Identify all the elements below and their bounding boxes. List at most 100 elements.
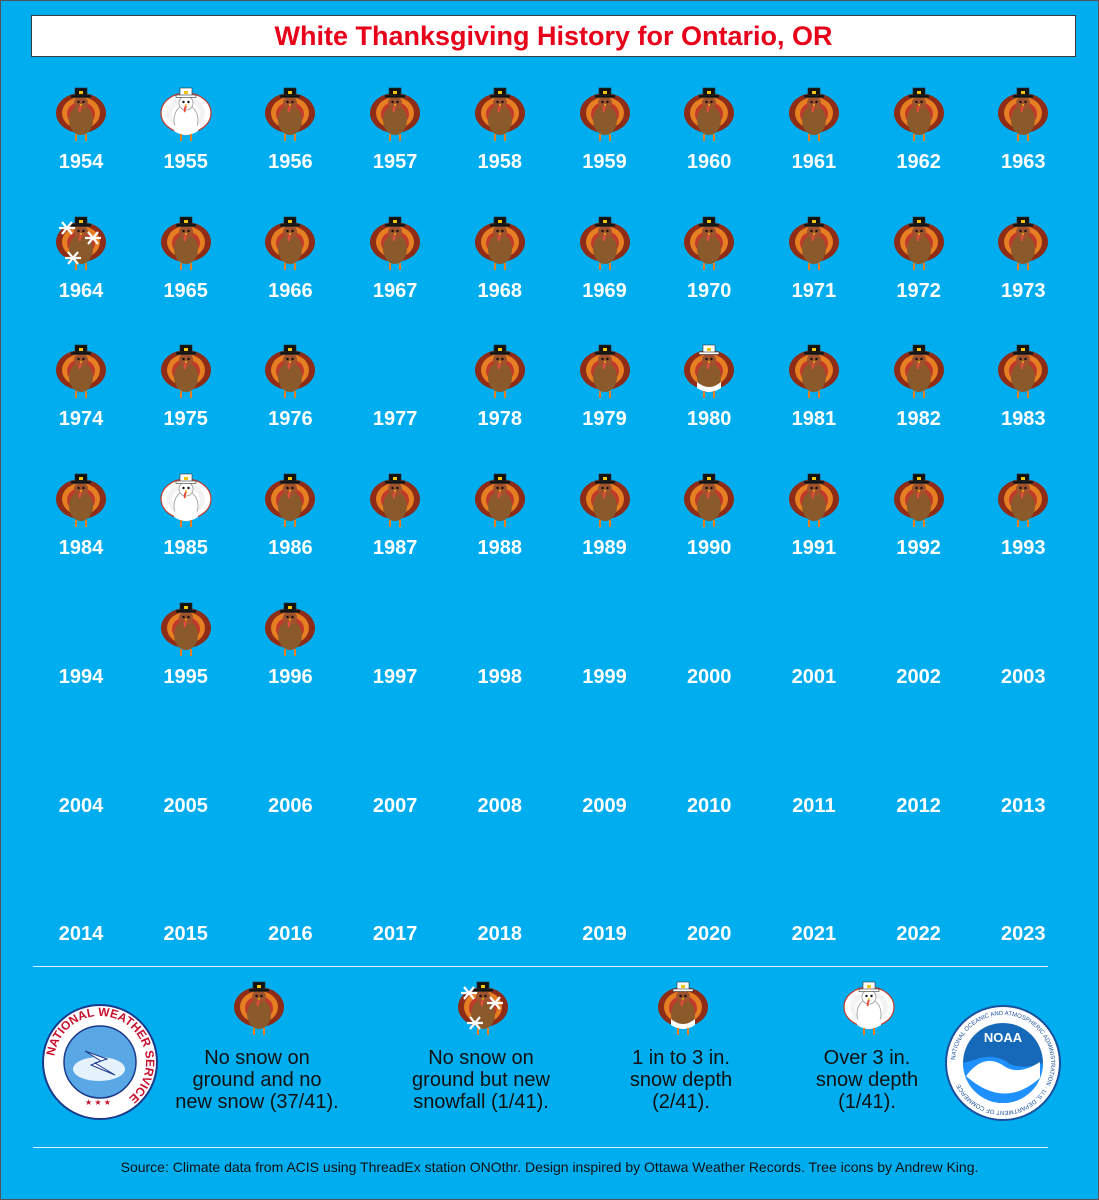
year-cell: 1963 (971, 79, 1075, 207)
legend-label-line: snow depth (815, 1069, 919, 1091)
year-label: 2009 (582, 794, 627, 817)
turkey-icon (474, 87, 525, 141)
legend-label-line: No snow on (204, 1047, 310, 1069)
year-cell: 1968 (448, 208, 552, 336)
year-cell: 2003 (971, 594, 1075, 722)
legend-item-new-snow: No snow on ground but new snowfall (1/41). (371, 979, 591, 1119)
year-cell: 1962 (867, 79, 971, 207)
turkey-icon (788, 473, 839, 528)
year-cell: 2001 (762, 594, 866, 722)
turkey-icon (160, 602, 211, 656)
year-cell: 2022 (867, 851, 971, 979)
year-label: 1991 (791, 537, 837, 560)
year-label: 2002 (896, 665, 941, 688)
year-cell: 1987 (343, 465, 447, 593)
year-label: 1979 (582, 408, 627, 431)
turkey-icon (579, 345, 630, 399)
year-label: 2014 (58, 923, 104, 946)
year-cell: 1997 (343, 594, 447, 722)
year-cell: 1995 (134, 594, 238, 722)
year-label: 1982 (896, 408, 941, 431)
legend-label-line: No snow on (428, 1047, 534, 1069)
legend-label-line: 1 in to 3 in. (632, 1047, 730, 1069)
year-cell: 2008 (448, 723, 552, 851)
year-cell: 1969 (553, 208, 657, 336)
year-cell: 1993 (971, 465, 1075, 593)
year-cell: 1982 (867, 336, 971, 464)
legend-label: No snow on ground but new snowfall (1/41). (371, 1047, 591, 1113)
turkey-icon (998, 216, 1049, 270)
legend-item-none: No snow on ground and no new snow (37/41). (147, 979, 367, 1119)
year-cell: 2014 (29, 851, 133, 979)
snow-covered-turkey-icon (160, 473, 212, 528)
legend-label-line: snowfall (1/41). (413, 1091, 549, 1113)
year-label: 1970 (686, 279, 732, 302)
year-label: 1996 (268, 665, 313, 688)
divider-top (33, 966, 1048, 967)
year-cell: 1981 (762, 336, 866, 464)
snowy-turkey-icon (684, 345, 735, 399)
snowy-turkey-icon (658, 981, 708, 1035)
turkey-icon (265, 602, 316, 656)
year-label: 1980 (686, 408, 732, 431)
year-label: 1987 (372, 537, 418, 560)
year-label: 1975 (163, 408, 208, 431)
year-cell: 1972 (867, 208, 971, 336)
year-label: 2008 (477, 794, 523, 817)
year-label: 1983 (1001, 408, 1046, 431)
year-cell: 2021 (762, 851, 866, 979)
year-cell: 1965 (134, 208, 238, 336)
year-label: 2007 (372, 794, 418, 817)
year-cell: 1960 (657, 79, 761, 207)
year-cell: 1990 (657, 465, 761, 593)
year-label: 1997 (372, 665, 418, 688)
turkey-icon (684, 216, 735, 270)
turkey-icon (160, 216, 211, 270)
year-cell: 1989 (553, 465, 657, 593)
year-label: 2012 (896, 794, 941, 817)
svg-text:★ ★ ★: ★ ★ ★ (85, 1098, 111, 1107)
year-cell: 1977 (343, 336, 447, 464)
year-cell: 2011 (762, 723, 866, 851)
year-cell: 2016 (238, 851, 342, 979)
nws-logo: NATIONAL WEATHER SERVICE ★ ★ ★ (42, 1004, 158, 1120)
year-label: 2022 (896, 923, 941, 946)
year-cell: 2017 (343, 851, 447, 979)
turkey-icon (788, 345, 839, 399)
year-cell: 1986 (238, 465, 342, 593)
year-label: 1981 (791, 408, 837, 431)
turkey-icon (998, 473, 1049, 528)
year-label: 1973 (1001, 279, 1046, 302)
turkey-icon (474, 473, 525, 528)
year-label: 1959 (582, 151, 627, 173)
year-cell: 2002 (867, 594, 971, 722)
year-cell: 2004 (29, 723, 133, 851)
turkey-icon (788, 87, 839, 141)
year-label: 1992 (896, 537, 941, 560)
turkey-icon (370, 473, 421, 528)
year-label: 1977 (372, 408, 418, 431)
source-credit: Source: Climate data from ACIS using Thr… (120, 1159, 979, 1175)
turkey-icon (56, 87, 106, 141)
year-cell: 2000 (657, 594, 761, 722)
year-label: 2018 (477, 923, 523, 946)
year-label: 1985 (163, 537, 208, 560)
turkey-icon (56, 345, 106, 399)
year-cell: 1992 (867, 465, 971, 593)
year-label: 1956 (268, 151, 313, 173)
year-label: 1965 (163, 279, 208, 302)
year-label: 2021 (791, 923, 837, 946)
year-cell: 2007 (343, 723, 447, 851)
year-label: 1976 (268, 408, 313, 431)
legend-label-line: Over 3 in. (823, 1047, 911, 1069)
year-cell: 2009 (553, 723, 657, 851)
snow-covered-turkey-icon (843, 981, 895, 1035)
snow-covered-turkey-icon (160, 87, 212, 141)
turkey-with-snowflakes-icon (56, 216, 106, 270)
year-label: 2000 (686, 665, 732, 688)
year-cell: 1974 (29, 336, 133, 464)
year-cell: 2013 (971, 723, 1075, 851)
year-label: 2001 (791, 665, 837, 688)
legend-label-line: snow depth (629, 1069, 733, 1091)
